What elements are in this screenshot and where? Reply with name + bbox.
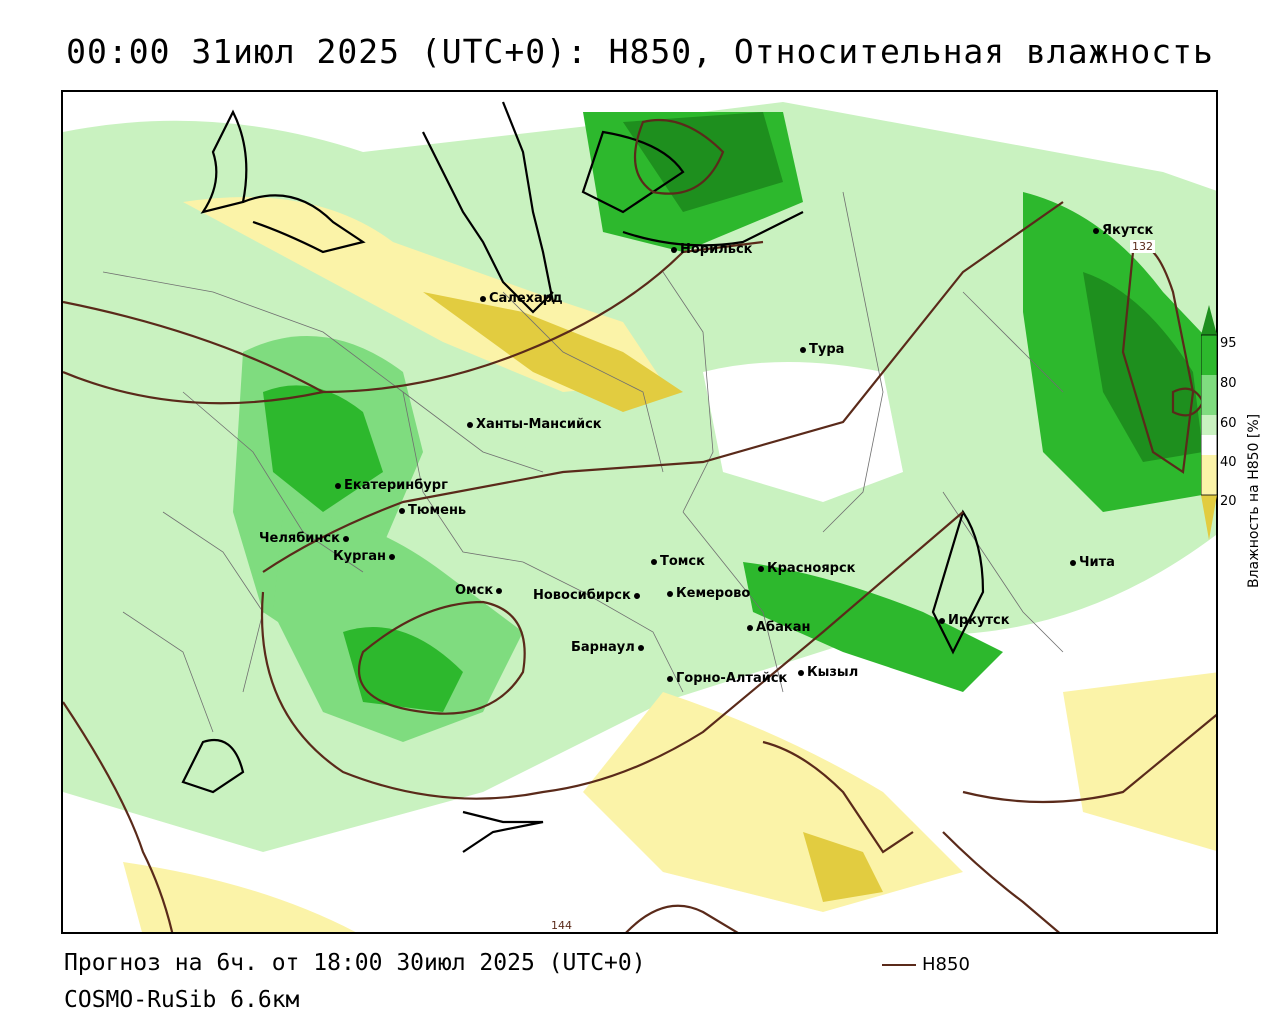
colorbar-tick-60: 60	[1220, 416, 1237, 431]
h850-legend: H850	[882, 954, 970, 975]
contour-label-132: 132	[1130, 240, 1155, 253]
city-salekhard: Салехард	[480, 292, 563, 306]
city-chelyabinsk: Челябинск	[259, 532, 352, 546]
humidity-field	[63, 102, 1216, 932]
contour-label-144: 144	[549, 919, 574, 932]
city-tyumen: Тюмень	[399, 504, 466, 518]
city-kemerovo: Кемерово	[667, 587, 750, 601]
h850-legend-line	[882, 964, 916, 966]
city-barnaul: Барнаул	[571, 641, 647, 655]
region-borders	[102, 191, 1064, 733]
city-krasnoyarsk: Красноярск	[758, 562, 856, 576]
city-chita: Чита	[1070, 556, 1115, 570]
h850-legend-label: H850	[922, 954, 970, 975]
forecast-info: Прогноз на 6ч. от 18:00 30июл 2025 (UTC+…	[64, 950, 646, 976]
city-abakan: Абакан	[747, 621, 811, 635]
map-panel: Якутск Норильск Салехард Тура Ханты-Манс…	[61, 90, 1218, 934]
model-name: COSMO-RuSib 6.6км	[64, 987, 300, 1013]
colorbar-title: Влажность на H850 [%]	[1246, 413, 1262, 588]
city-omsk: Омск	[455, 584, 505, 598]
city-gorno-altaysk: Горно-Алтайск	[667, 672, 787, 686]
coastlines	[181, 101, 985, 853]
colorbar-tick-20: 20	[1220, 494, 1237, 509]
city-yekaterinburg: Екатеринбург	[335, 479, 448, 493]
city-kyzyl: Кызыл	[798, 666, 858, 680]
map-title: 00:00 31июл 2025 (UTC+0): H850, Относите…	[66, 32, 1214, 71]
humidity-colorbar	[1201, 305, 1217, 540]
colorbar-tick-95: 95	[1220, 336, 1237, 351]
map-canvas	[63, 101, 1216, 932]
colorbar-tick-80: 80	[1220, 376, 1237, 391]
city-irkutsk: Иркутск	[939, 614, 1010, 628]
colorbar-tick-40: 40	[1220, 455, 1237, 470]
city-norilsk: Норильск	[671, 243, 753, 257]
city-yakutsk: Якутск	[1093, 224, 1153, 238]
city-tura: Тура	[800, 343, 844, 357]
city-khanty-mansiysk: Ханты-Мансийск	[467, 418, 602, 432]
h850-contours	[63, 118, 1216, 932]
city-tomsk: Томск	[651, 555, 705, 569]
city-kurgan: Курган	[333, 550, 398, 564]
city-novosibirsk: Новосибирск	[533, 589, 643, 603]
